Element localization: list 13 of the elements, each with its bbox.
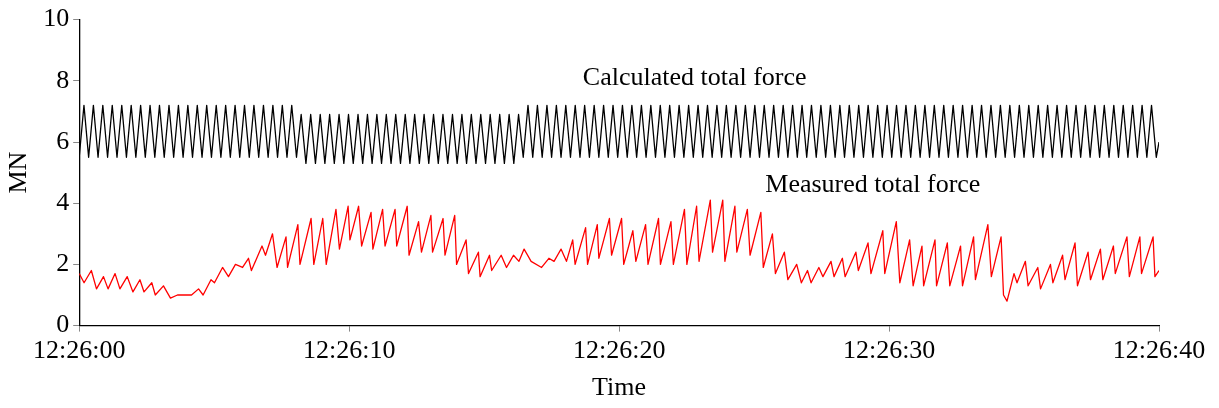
y-tick-label: 8	[56, 64, 70, 94]
y-tick-label: 2	[56, 248, 70, 278]
y-tick-label: 6	[56, 125, 70, 155]
y-axis-title: MN	[3, 151, 33, 194]
x-tick-label: 12:26:10	[302, 335, 396, 365]
y-tick-label: 10	[43, 3, 70, 33]
x-axis-title: Time	[592, 372, 647, 402]
series-label: Measured total force	[765, 169, 981, 199]
x-tick-label: 12:26:40	[1112, 335, 1206, 365]
y-tick-label: 4	[56, 187, 70, 217]
series-label: Calculated total force	[582, 62, 807, 92]
x-tick-label: 12:26:20	[572, 335, 666, 365]
x-tick-label: 12:26:30	[842, 335, 936, 365]
